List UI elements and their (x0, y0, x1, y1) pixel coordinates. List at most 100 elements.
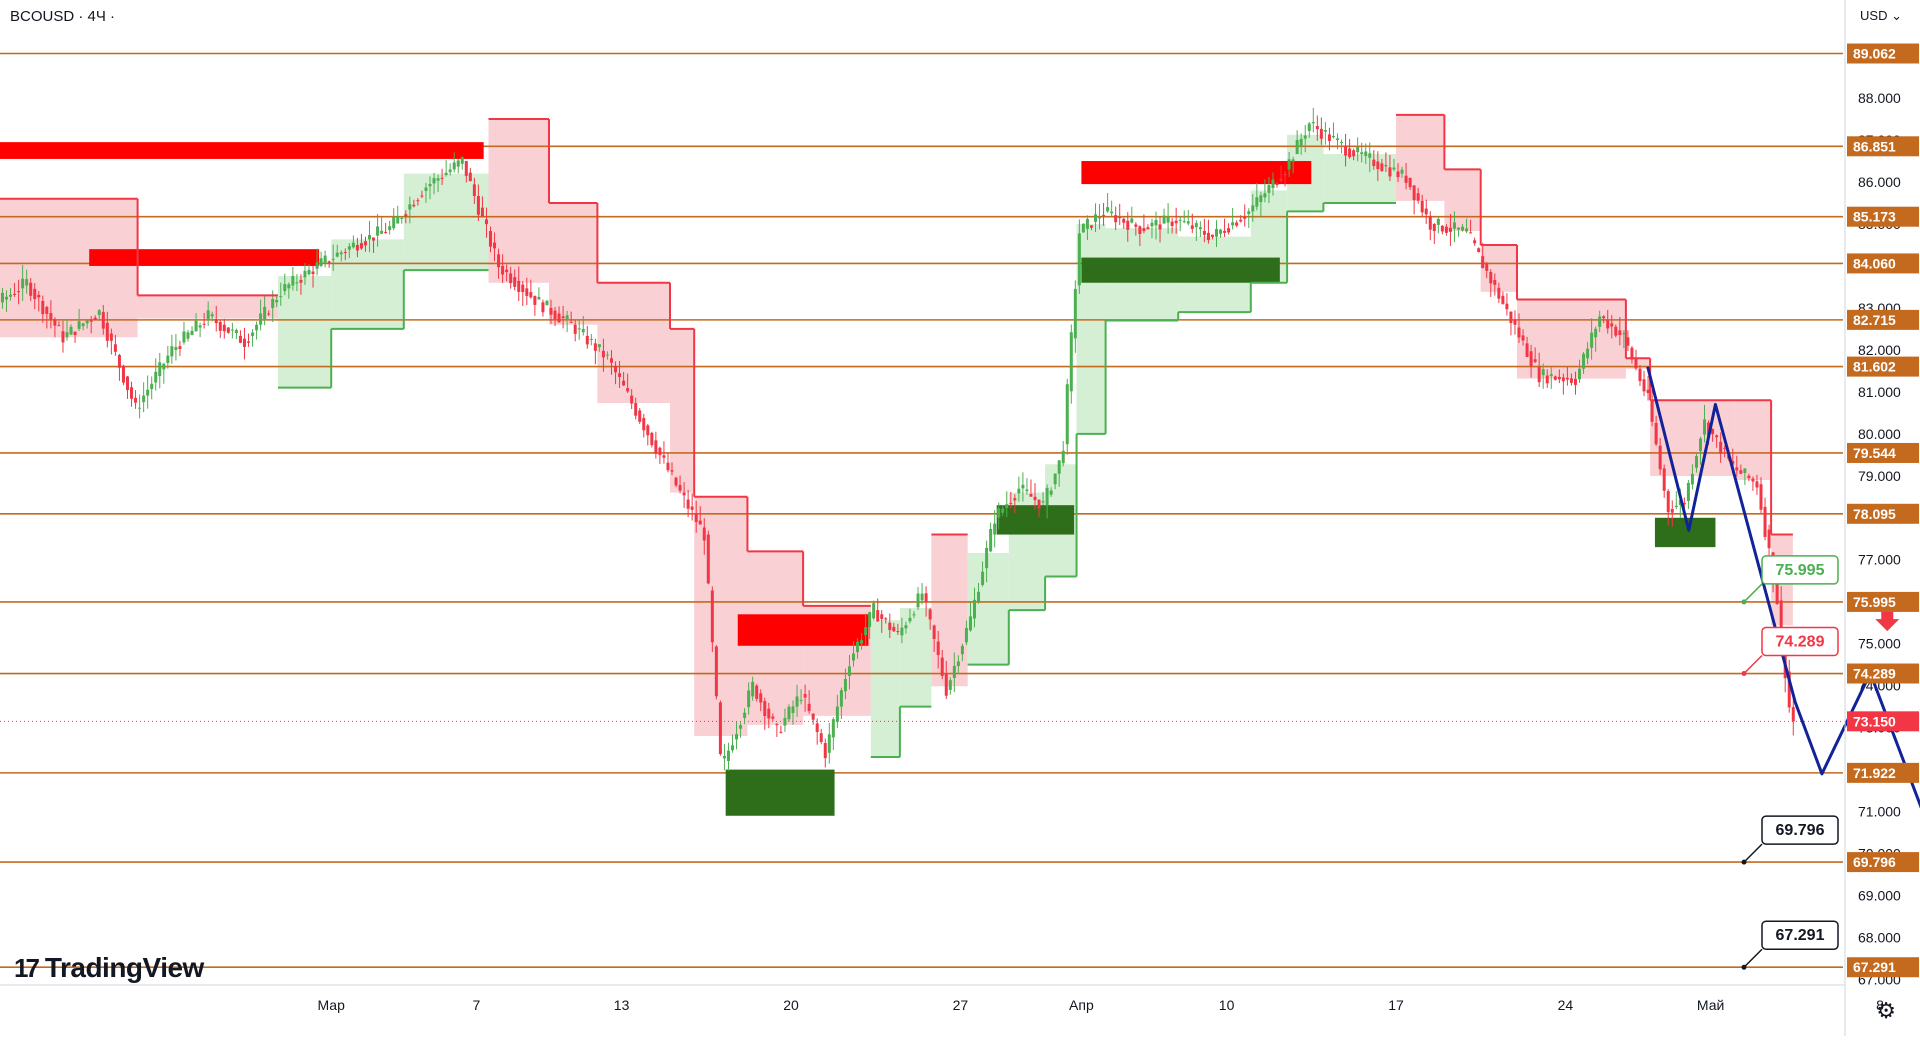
candle (537, 287, 540, 299)
candle (993, 510, 996, 547)
candle-body (1029, 494, 1032, 497)
candle-body (1013, 498, 1016, 500)
candle (146, 375, 149, 408)
candle (541, 300, 544, 317)
candle (150, 376, 153, 399)
candle-body (1691, 474, 1694, 485)
candle-body (1699, 439, 1702, 452)
candle (1457, 227, 1460, 236)
candle (1324, 122, 1327, 145)
candle-body (308, 270, 311, 274)
candle-body (727, 751, 730, 761)
candle (396, 206, 399, 224)
candle-body (1751, 479, 1754, 482)
candle-body (1421, 201, 1424, 212)
candle-body (586, 336, 589, 344)
support-zone-7 (1655, 518, 1716, 547)
candle (1513, 310, 1516, 334)
candle-body (1163, 216, 1166, 224)
stop-band-15 (931, 535, 967, 687)
candle-body (675, 478, 678, 486)
resistance-zone-1 (89, 249, 319, 266)
candle-body (666, 463, 669, 470)
candle (642, 414, 645, 438)
target-label-2[interactable]: 69.796 (1742, 816, 1839, 865)
level-tag-text: 79.544 (1853, 445, 1896, 461)
level-price-tag-9: 74.289 (1847, 664, 1919, 684)
candle-body (82, 323, 85, 326)
candle-body (731, 745, 734, 750)
support-zone-4 (726, 770, 835, 816)
tradingview-logo[interactable]: 17 TradingView (14, 952, 204, 984)
candle-body (1219, 230, 1222, 234)
candle (1489, 269, 1492, 297)
candle-body (844, 679, 847, 691)
candle-body (1473, 240, 1476, 243)
candle-body (5, 297, 8, 300)
candle-body (1671, 509, 1674, 513)
candle-body (1598, 316, 1601, 326)
candle-body (376, 227, 379, 236)
candle-body (94, 318, 97, 321)
candle-body (840, 690, 843, 706)
resistance-zone-3 (1081, 161, 1311, 184)
candle-body (1058, 460, 1061, 473)
candle-body (1082, 224, 1085, 233)
candle-body (1614, 327, 1617, 336)
candle (1118, 204, 1121, 225)
candle-body (953, 666, 956, 678)
candle-body (1259, 195, 1262, 202)
candle-body (348, 246, 351, 249)
candle (1082, 223, 1085, 233)
candle-body (352, 243, 355, 248)
candle-body (1106, 207, 1109, 211)
gear-icon[interactable]: ⚙ (1876, 998, 1896, 1024)
candle-body (1409, 178, 1412, 187)
target-label-dot (1742, 860, 1747, 865)
candle-body (380, 231, 383, 234)
target-label-3[interactable]: 67.291 (1742, 921, 1839, 970)
candle-body (1651, 400, 1654, 421)
candle-body (739, 725, 742, 728)
candle-body (1348, 148, 1351, 157)
candle-body (501, 266, 504, 275)
candle-body (1384, 165, 1387, 166)
candle-body (1336, 138, 1339, 140)
candle-body (925, 593, 928, 602)
candle-body (1296, 140, 1299, 154)
candle (122, 365, 125, 386)
candle-body (1687, 483, 1690, 501)
candle-body (1134, 224, 1137, 226)
candle-body (191, 331, 194, 335)
candle-body (1481, 256, 1484, 268)
candle (723, 744, 726, 770)
candle (187, 330, 190, 342)
candle-body (1227, 228, 1230, 232)
candle-body (1542, 369, 1545, 375)
currency-selector[interactable]: USD ⌄ (1860, 8, 1902, 24)
candle-body (420, 196, 423, 197)
stop-band-24 (1323, 154, 1396, 203)
y-tick-label: 69.000 (1858, 888, 1901, 904)
candle-body (864, 627, 867, 635)
candle-body (929, 609, 932, 619)
candle-body (1469, 232, 1472, 233)
candle-body (1034, 497, 1037, 500)
candle-body (1618, 330, 1621, 335)
symbol-title[interactable]: BCOUSD · 4Ч · (10, 8, 115, 25)
candle-body (767, 709, 770, 719)
target-label-1[interactable]: 74.289 (1742, 628, 1839, 677)
stop-band-9 (670, 329, 694, 493)
candle-body (41, 301, 44, 314)
candle (1231, 208, 1234, 230)
horizontal-levels (0, 54, 1843, 968)
time-axis: 20Мар7132027Апр101724Май815 (0, 985, 1920, 1013)
candle-body (388, 226, 391, 230)
candle-body (1659, 446, 1662, 470)
candle-body (13, 294, 16, 295)
candle-body (751, 682, 754, 697)
candle-body (824, 743, 827, 758)
candle-body (582, 329, 585, 332)
